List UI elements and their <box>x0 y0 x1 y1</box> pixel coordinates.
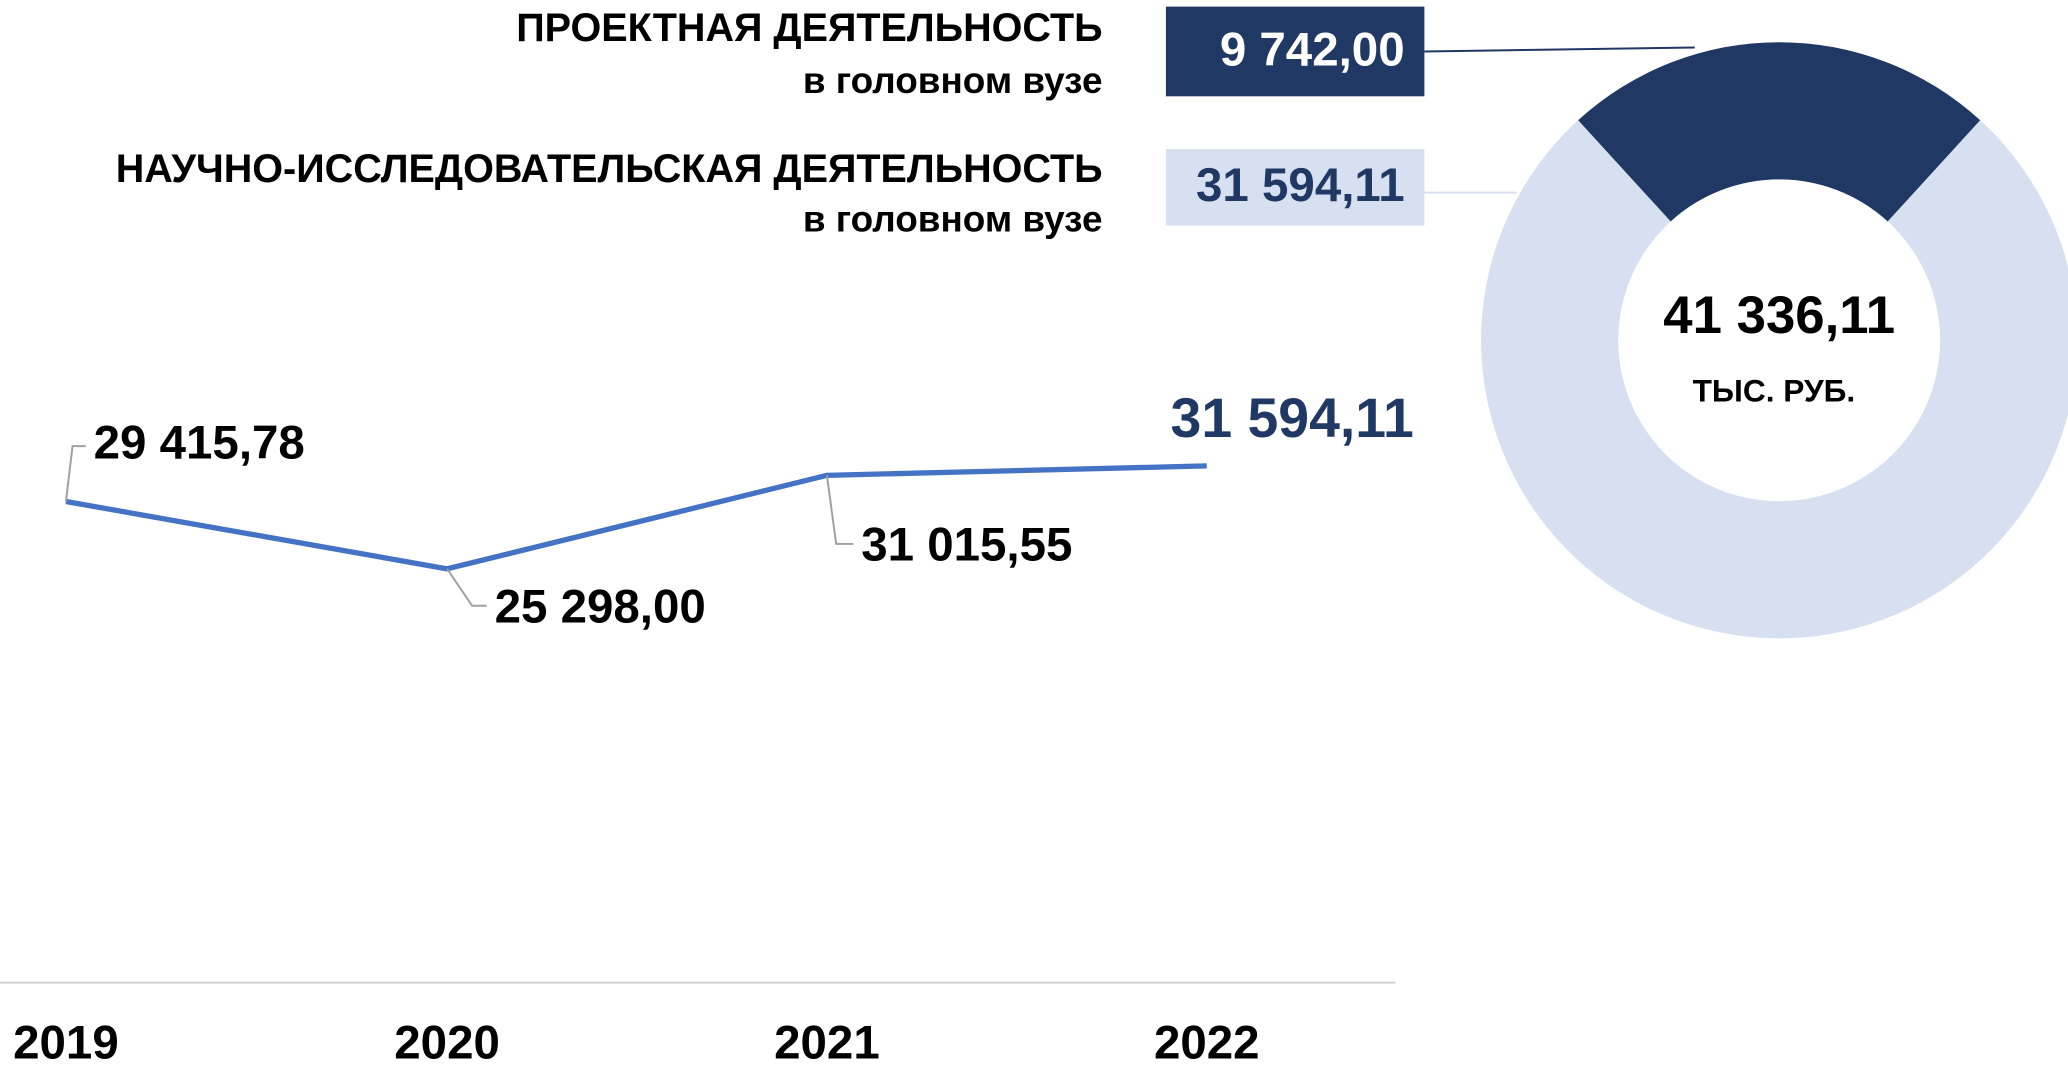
donut-unit: ТЫС. РУБ. <box>1693 372 1856 408</box>
x-tick-label: 2021 <box>774 1016 880 1067</box>
donut-segment <box>1578 42 1981 222</box>
leader-line <box>1424 46 1695 53</box>
x-tick-label: 2022 <box>1154 1016 1260 1067</box>
data-label: 31 015,55 <box>861 518 1072 571</box>
x-tick-label: 2019 <box>13 1016 119 1067</box>
donut-total: 41 336,11 <box>1663 286 1895 345</box>
legend-note: в головном вузе <box>803 60 1103 101</box>
legend-note: в головном вузе <box>803 198 1103 239</box>
data-label: 31 594,11 <box>1171 387 1414 449</box>
leader-line <box>64 445 86 502</box>
line <box>65 463 1207 572</box>
legend-value: 9 742,00 <box>1220 23 1405 76</box>
legend-box <box>1165 6 1425 97</box>
legend-box <box>1165 149 1425 226</box>
legend-value: 31 594,11 <box>1196 159 1405 212</box>
leader-line <box>825 475 854 545</box>
leader-line <box>446 568 487 607</box>
data-label: 29 415,78 <box>94 417 305 470</box>
legend-name: НАУЧНО-ИССЛЕДОВАТЕЛЬСКАЯ ДЕЯТЕЛЬНОСТЬ <box>116 147 1103 191</box>
data-label: 25 298,00 <box>495 580 706 633</box>
x-tick-label: 2020 <box>394 1016 500 1067</box>
legend-name: ПРОЕКТНАЯ ДЕЯТЕЛЬНОСТЬ <box>516 6 1102 50</box>
donut-segment <box>1481 120 2068 639</box>
